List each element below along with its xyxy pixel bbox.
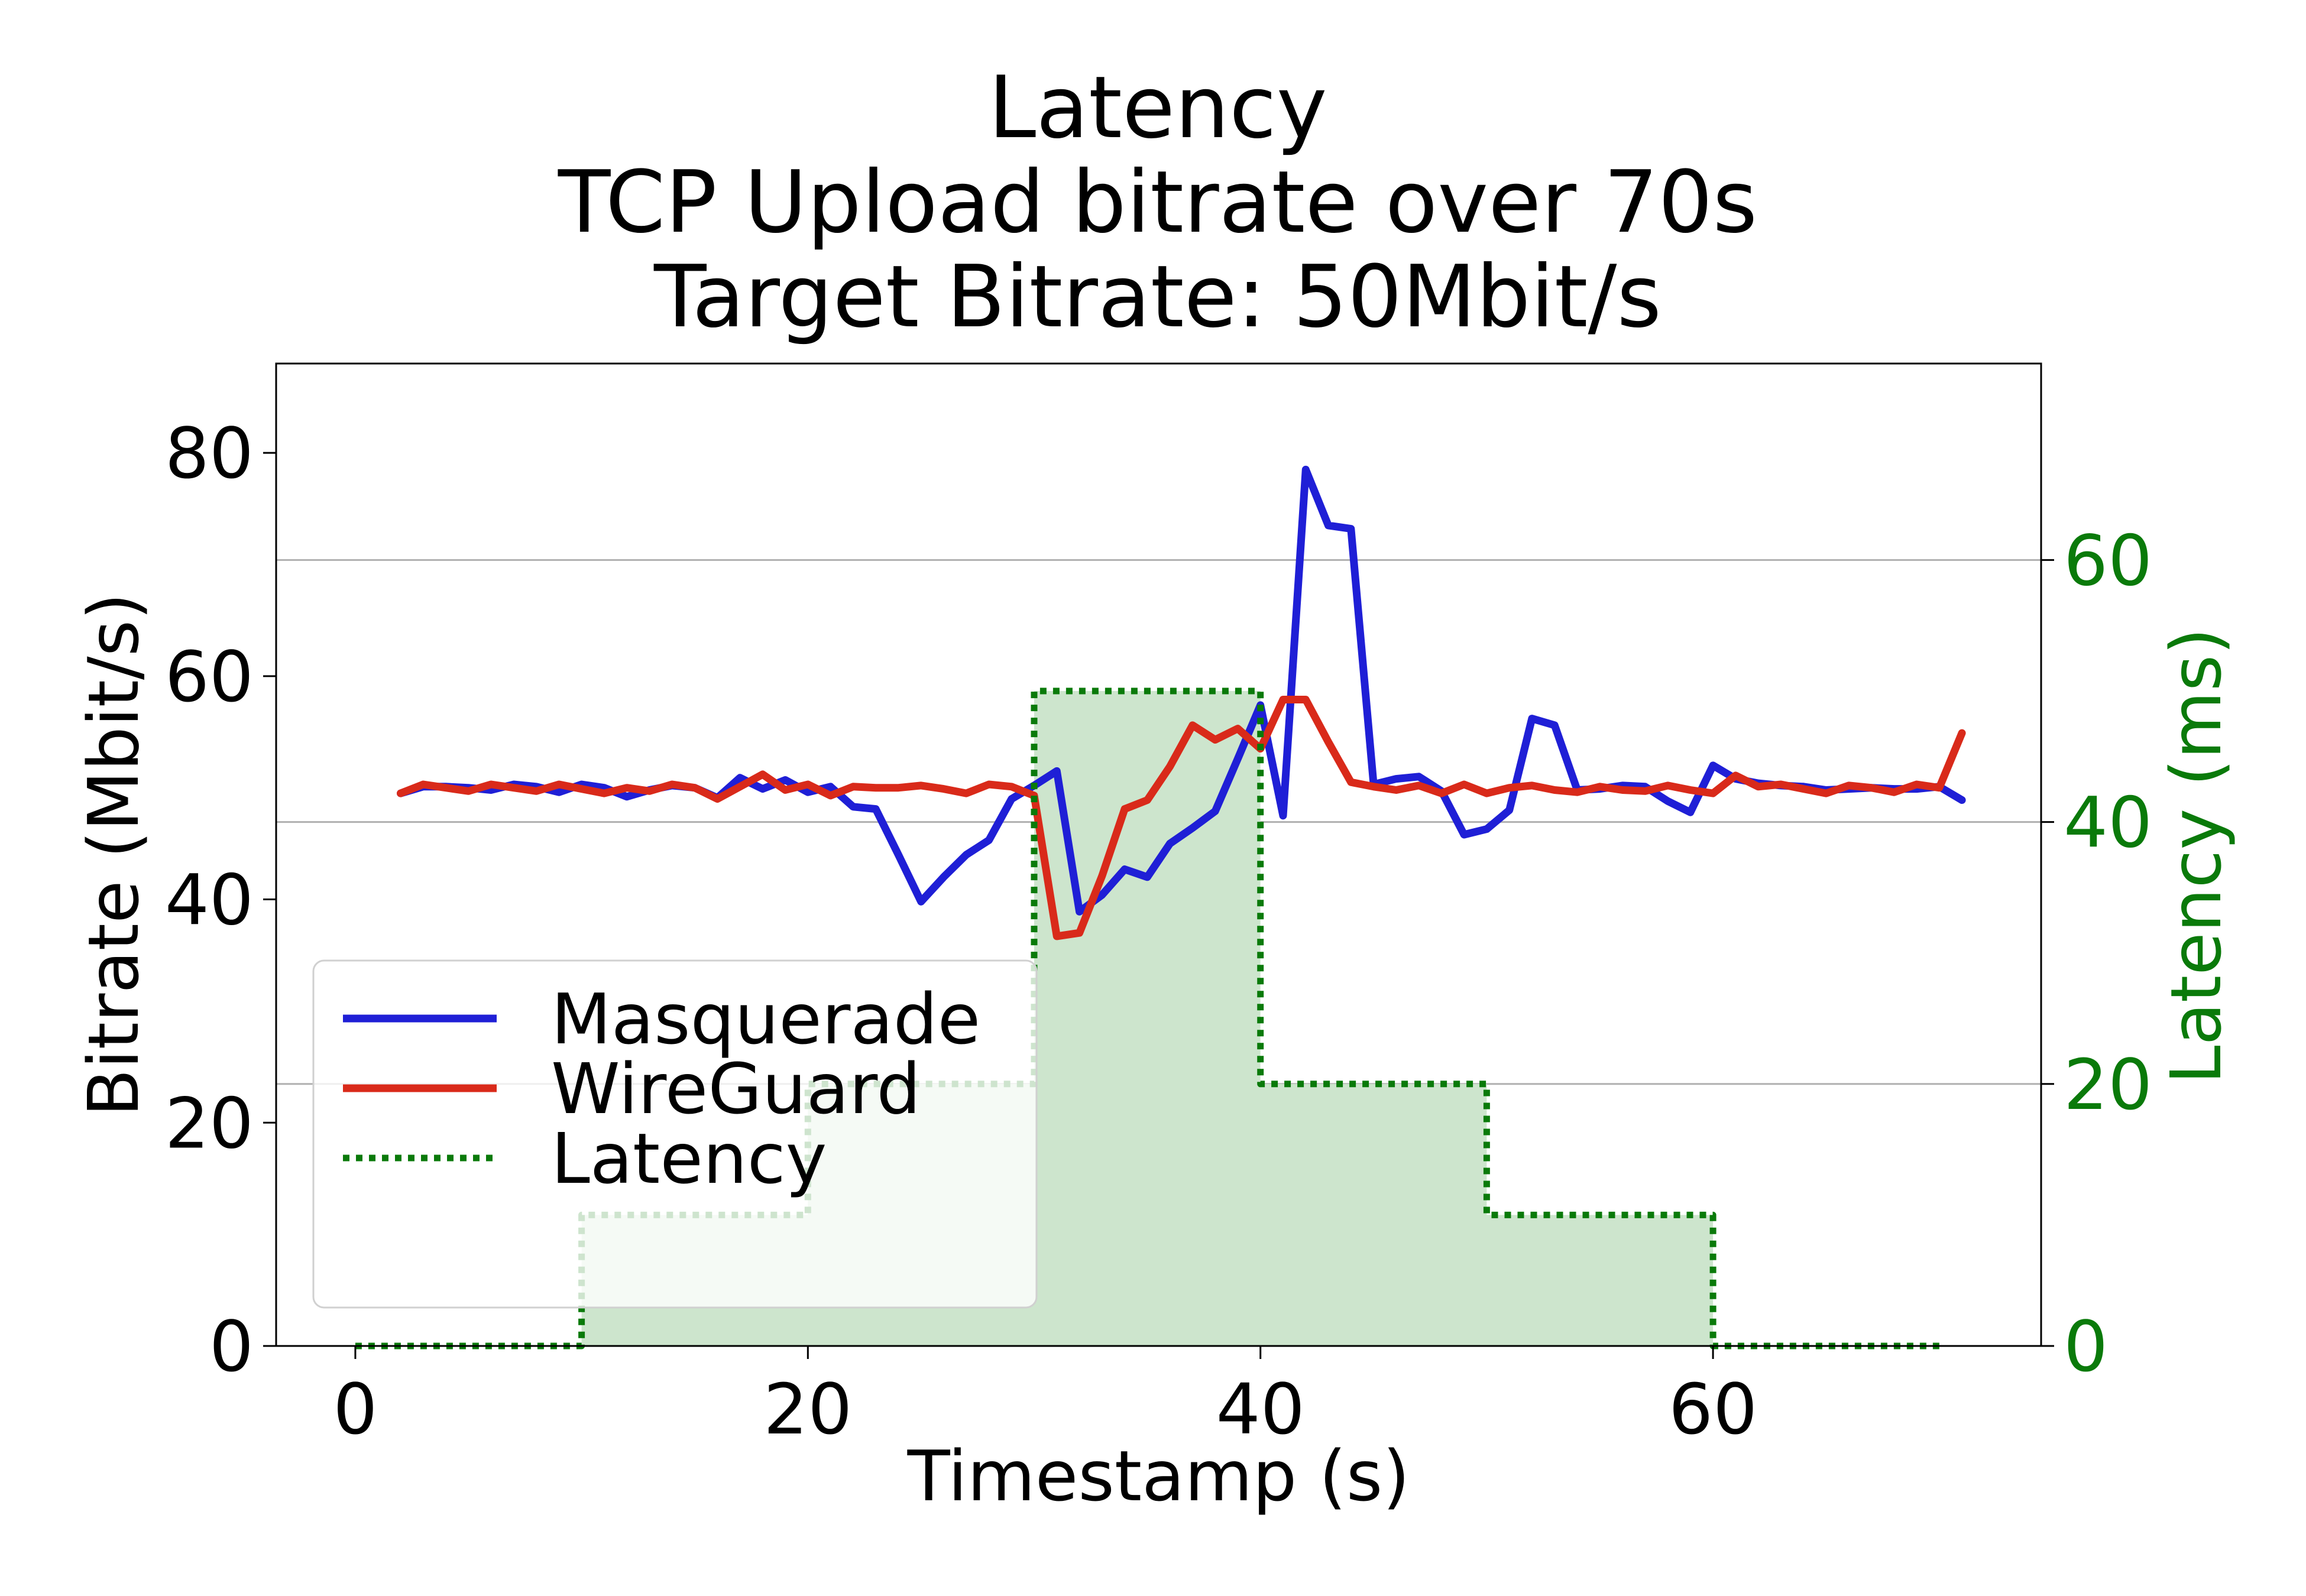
x-tick-label: 60 bbox=[1669, 1368, 1757, 1450]
y2-axis-label: Latency (ms) bbox=[2155, 628, 2237, 1084]
x-tick-label: 40 bbox=[1216, 1368, 1305, 1450]
x-axis: 0 20 40 60 bbox=[333, 1346, 1757, 1450]
y-axis-right: 0 20 40 60 bbox=[2041, 520, 2152, 1387]
chart-title-line: TCP Upload bitrate over 70s bbox=[558, 153, 1757, 252]
y-axis-label: Bitrate (Mbit/s) bbox=[73, 593, 154, 1117]
y-tick-label: 60 bbox=[165, 636, 254, 718]
y2-tick-label: 0 bbox=[2064, 1306, 2108, 1387]
y-tick-label: 20 bbox=[165, 1082, 254, 1164]
chart-title-line: Target Bitrate: 50Mbit/s bbox=[653, 247, 1662, 347]
latency-fill-area bbox=[355, 691, 1939, 1346]
plot-frame bbox=[275, 362, 2042, 1347]
y2-tick-label: 60 bbox=[2064, 520, 2152, 601]
y2-tick-label: 40 bbox=[2064, 782, 2152, 864]
x-axis-label: Timestamp (s) bbox=[907, 1435, 1410, 1517]
y-tick-label: 0 bbox=[209, 1306, 254, 1387]
x-tick-label: 0 bbox=[333, 1368, 377, 1450]
legend-label: WireGuard bbox=[551, 1048, 921, 1130]
y-axis-left: 0 20 40 60 80 bbox=[165, 413, 276, 1387]
legend-label: Masquerade bbox=[551, 978, 980, 1060]
y-tick-label: 80 bbox=[165, 413, 254, 494]
wireguard-series-line bbox=[397, 696, 1966, 940]
y2-tick-label: 20 bbox=[2064, 1044, 2152, 1125]
x-tick-label: 20 bbox=[763, 1368, 852, 1450]
chart-title-line: Latency bbox=[988, 58, 1327, 158]
legend-box bbox=[312, 959, 1038, 1309]
legend-label: Latency bbox=[551, 1118, 827, 1199]
y-tick-label: 40 bbox=[165, 859, 254, 941]
latency-area bbox=[355, 691, 1939, 1346]
